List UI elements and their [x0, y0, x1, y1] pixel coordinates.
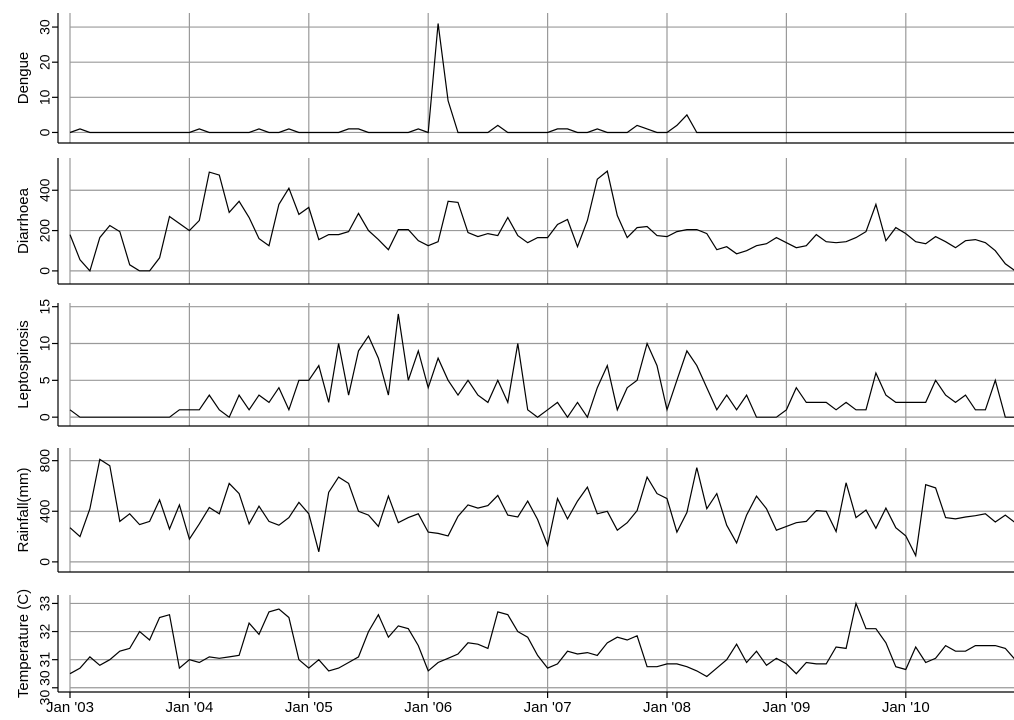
- diarrhoea-ytick-label-2: 400: [37, 178, 53, 202]
- leptospirosis-grid: [69, 303, 1014, 426]
- temperature-series-line: [69, 601, 1014, 678]
- temperature-ytick-label-0: 30 30: [37, 670, 53, 705]
- dengue-ytick-label-3: 30: [37, 19, 53, 35]
- panel-rainfall: 0 400 800 Rainfall(mm): [15, 448, 1014, 573]
- dengue-ylabel: Dengue: [15, 52, 32, 105]
- panel-leptospirosis: 0 5 10 15 Leptospirosis: [15, 299, 1014, 427]
- dengue-series-line: [69, 23, 1014, 134]
- leptospirosis-ytick-label-0: 0: [37, 413, 53, 421]
- rainfall-grid: [69, 448, 1014, 572]
- xtick-label-5: Jan '08: [643, 699, 691, 716]
- diarrhoea-ytick-label-0: 0: [37, 267, 53, 275]
- dengue-ytick-label-1: 10: [37, 89, 53, 105]
- xtick-label-6: Jan '09: [762, 699, 810, 716]
- dengue-axes: [52, 13, 1014, 144]
- temperature-ylabel: Temperature (C): [15, 589, 32, 698]
- panels-root: 0 10 20 30 Dengue 0 200 400 Diarrhoea 0 5 10 15 Lepto…: [15, 13, 1014, 705]
- rainfall-ylabel: Rainfall(mm): [15, 467, 32, 552]
- diarrhoea-ytick-label-1: 200: [37, 219, 53, 243]
- xtick-label-0: Jan '03: [46, 699, 94, 716]
- dengue-ytick-label-0: 0: [37, 128, 53, 136]
- diarrhoea-series-line: [69, 170, 1014, 273]
- diarrhoea-ylabel: Diarrhoea: [15, 187, 32, 254]
- temperature-ytick-label-3: 33: [37, 595, 53, 611]
- temperature-ytick-label-1: 31: [37, 652, 53, 668]
- x-axis-tick-labels: Jan '03 Jan '04 Jan '05 Jan '06 Jan '07 Jan '…: [46, 692, 930, 716]
- panel-temperature: 30 30 31 32 33 Temperature (C): [15, 589, 1014, 705]
- temperature-axes: [52, 595, 1014, 693]
- panel-diarrhoea: 0 200 400 Diarrhoea: [15, 158, 1014, 285]
- dengue-ytick-label-2: 20: [37, 54, 53, 70]
- temperature-ytick-label-2: 32: [37, 624, 53, 640]
- diarrhoea-axes: [52, 158, 1014, 285]
- leptospirosis-series-line: [69, 313, 1014, 419]
- xtick-label-7: Jan '10: [882, 699, 930, 716]
- rainfall-axes: [52, 448, 1014, 573]
- rainfall-ytick-label-2: 800: [37, 449, 53, 473]
- xtick-label-3: Jan '06: [404, 699, 452, 716]
- leptospirosis-ytick-label-3: 15: [37, 299, 53, 315]
- leptospirosis-ylabel: Leptospirosis: [15, 320, 32, 408]
- xtick-label-4: Jan '07: [524, 699, 572, 716]
- xtick-label-1: Jan '04: [165, 699, 213, 716]
- dengue-grid: [69, 13, 1014, 143]
- xtick-label-2: Jan '05: [285, 699, 333, 716]
- rainfall-series-line: [69, 458, 1014, 558]
- leptospirosis-ytick-label-1: 5: [37, 376, 53, 384]
- leptospirosis-ytick-label-2: 10: [37, 336, 53, 352]
- temperature-grid: [69, 595, 1014, 692]
- rainfall-ytick-label-0: 0: [37, 558, 53, 566]
- panel-dengue: 0 10 20 30 Dengue: [15, 13, 1014, 144]
- rainfall-ytick-label-1: 400: [37, 499, 53, 523]
- diarrhoea-grid: [69, 158, 1014, 284]
- leptospirosis-axes: [52, 303, 1014, 427]
